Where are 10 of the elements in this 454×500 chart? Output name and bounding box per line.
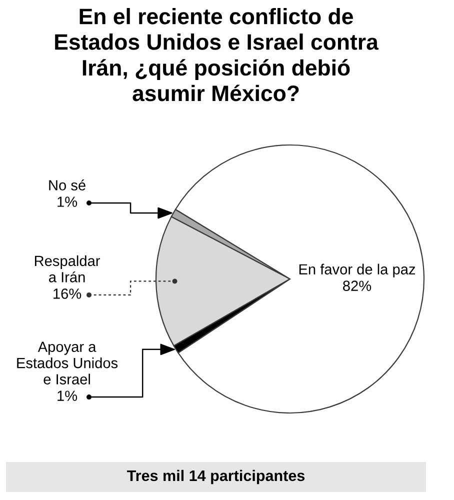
data-label: 1% bbox=[58, 196, 78, 207]
data-label: 1% bbox=[58, 390, 78, 401]
slice-label: No sé bbox=[49, 180, 86, 190]
chart-title: En el reciente conflicto de Estados Unidos e Israel contra Irán, ¿qué posición debió asumir México? bbox=[55, 8, 379, 102]
text: Tres mil 14 participantes bbox=[127, 470, 305, 484]
slice-label: Respaldar a Irán bbox=[34, 255, 100, 282]
data-label: 16% bbox=[54, 288, 82, 299]
data-label: 82% bbox=[343, 280, 372, 292]
slice-label: Apoyar a Estados Unidos e Israel bbox=[17, 342, 118, 384]
slice-label: En favor de la paz bbox=[299, 264, 416, 278]
